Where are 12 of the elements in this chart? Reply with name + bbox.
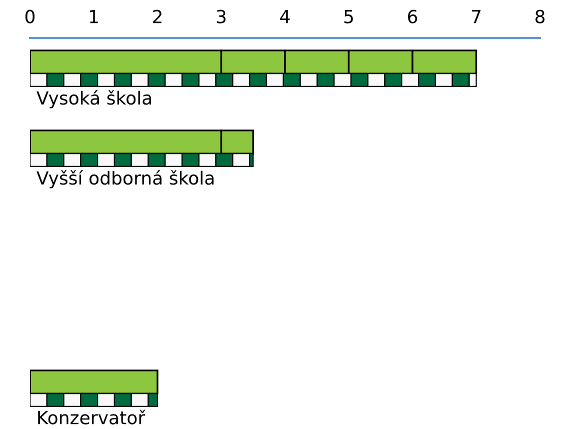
y-tick-label: Vyšší odborná škola bbox=[36, 170, 214, 188]
x-tick-label: 7 bbox=[472, 10, 480, 24]
x-tick-label: 5 bbox=[344, 10, 353, 24]
x-tick-label: 8 bbox=[535, 10, 545, 24]
x-tick-label: 0 bbox=[25, 10, 35, 24]
x-tick-label: 1 bbox=[90, 10, 98, 24]
y-tick-label: Konzervatoř bbox=[38, 410, 146, 424]
x-tick-label: 6 bbox=[408, 10, 418, 24]
x-tick-label: 4 bbox=[280, 10, 290, 24]
x-tick-label: 3 bbox=[216, 10, 226, 24]
x-tick-label: 2 bbox=[153, 10, 162, 24]
y-tick-label: Vysoká škola bbox=[36, 90, 152, 108]
